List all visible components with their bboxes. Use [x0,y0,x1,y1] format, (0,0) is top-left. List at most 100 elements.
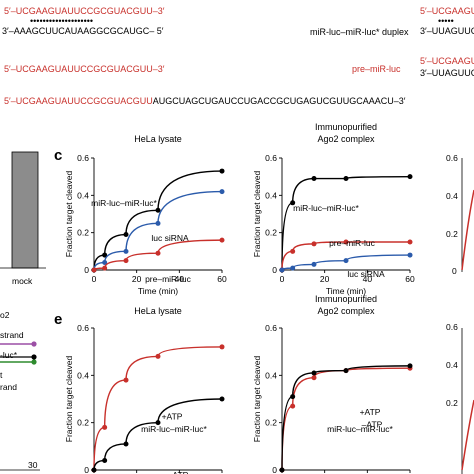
target-red-part: 5′–UCGAAGUAUUCCGCGUACGUU [4,96,153,106]
data-point [279,467,285,473]
single-guide-seq: 5′–UCGAAGUAUUCCGCGUACGUU–3′ [4,64,165,74]
series-label: luc siRNA [347,269,385,279]
x-tick-label: 40 [363,274,373,284]
pre-mir-label: pre–miR-luc [352,64,401,74]
right-partial-curve-2 [461,399,474,471]
data-point [123,248,129,254]
x-axis-label: Time (min) [326,286,366,296]
y-tick-label: 0.2 [77,418,89,428]
data-point [311,261,317,267]
series-label: –ATP [362,419,383,429]
right-passenger-seq: 3′–UUAGUUCA [420,26,474,36]
data-point [91,267,97,273]
data-point [219,344,225,350]
data-point [407,239,413,245]
y-tick-label: 0.2 [265,228,277,238]
data-point [102,252,108,258]
series-line [93,346,223,471]
y-axis-label: Fraction target cleaved [64,171,74,258]
x-tick-label: 60 [217,274,227,284]
y-tick-label: 0.6 [265,153,277,163]
series-label: +ATP [360,407,381,417]
mock-bar [11,151,39,269]
chart-title: HeLa lysate [134,306,182,316]
chart-title: Immunopurified [315,122,377,132]
y-tick-label: 0.6 [265,323,277,333]
left-partial-panels: mock o2 strand -luc* t rand 30 [0,151,46,471]
data-point [155,250,161,256]
series-label: –ATP [168,470,189,474]
data-point [123,377,129,383]
right-tick-02: 0.2 [446,229,458,239]
right-tick-04b: 0.4 [446,360,458,370]
series-line [281,367,411,471]
data-point [102,458,108,464]
y-axis-label: Fraction target cleaved [252,171,262,258]
data-point [155,353,161,359]
data-point [123,441,129,447]
right-dots: ••••• [438,16,454,26]
x-tick-label: 0 [92,274,97,284]
y-tick-label: 0.2 [265,418,277,428]
data-point [155,207,161,213]
data-point [91,467,97,473]
right-guide-seq: 5′–UCGAAGU [420,6,474,16]
y-tick-label: 0 [84,265,89,275]
right-tick-06b: 0.6 [446,322,458,332]
x-tick-label: 0 [280,274,285,284]
data-point [102,260,108,266]
data-point [219,189,225,195]
data-point [407,174,413,180]
right-mid-passenger-seq: 3′–UUAGUUCA [420,68,474,78]
chart-title: Ago2 complex [317,306,375,316]
data-point [123,232,129,238]
data-point [219,168,225,174]
chart-annotation: miR-luc–miR-luc* [141,424,207,434]
data-point [407,363,413,369]
chart-title: Immunopurified [315,294,377,304]
luc-black-label: -luc* [0,350,18,360]
purple-point [31,341,37,347]
data-point [290,265,296,271]
data-point [343,176,349,182]
tick-30: 30 [28,460,38,470]
data-point [102,265,108,271]
data-point [155,220,161,226]
y-tick-label: 0.4 [265,190,277,200]
pairing-dots: •••••••••••••••••••• [30,16,93,26]
y-tick-label: 0.4 [77,370,89,380]
x-axis-label: Time (min) [138,286,178,296]
y-tick-label: 0.6 [77,153,89,163]
y-tick-label: 0.4 [77,190,89,200]
data-point [290,200,296,206]
data-point [155,420,161,426]
chart-annotation: miR-luc–miR-luc* [327,424,393,434]
data-point [290,403,296,409]
strand-green-label: rand [0,382,17,392]
data-point [219,396,225,402]
passenger-strand-seq: 3′–AAAGCUUCAUAAGGCGCAUGC– 5′ [2,26,164,36]
x-tick-label: 40 [175,274,185,284]
data-point [219,237,225,243]
chart-panel-1: HeLa lysate 0 0.2 0.4 0.6 0 20 40 60 Time (min) Fr… [64,134,227,296]
x-tick-label: 60 [405,274,415,284]
y-tick-label: 0 [84,465,89,474]
y-tick-label: 0.4 [265,370,277,380]
y-axis-label: Fraction target cleaved [64,356,74,443]
x-tick-label: 20 [320,274,330,284]
green-point [31,359,37,365]
target-rna-seq: 5′–UCGAAGUAUUCCGCGUACGUUAUGCUAGCUGAUCCUG… [4,96,406,106]
mock-label: mock [12,276,33,286]
data-point [102,424,108,430]
y-axis-label: Fraction target cleaved [252,356,262,443]
data-point [279,267,285,273]
chart-panel-2: Immunopurified Ago2 complex 0 0.2 0.4 0.6 0 20 4… [252,122,415,296]
data-point [290,248,296,254]
data-point [290,394,296,400]
panel-label-c: c [54,147,62,164]
line-chart-panels: HeLa lysate 0 0.2 0.4 0.6 0 20 40 60 Time (min) Fr… [64,122,415,474]
x-tick-label: 20 [132,274,142,284]
